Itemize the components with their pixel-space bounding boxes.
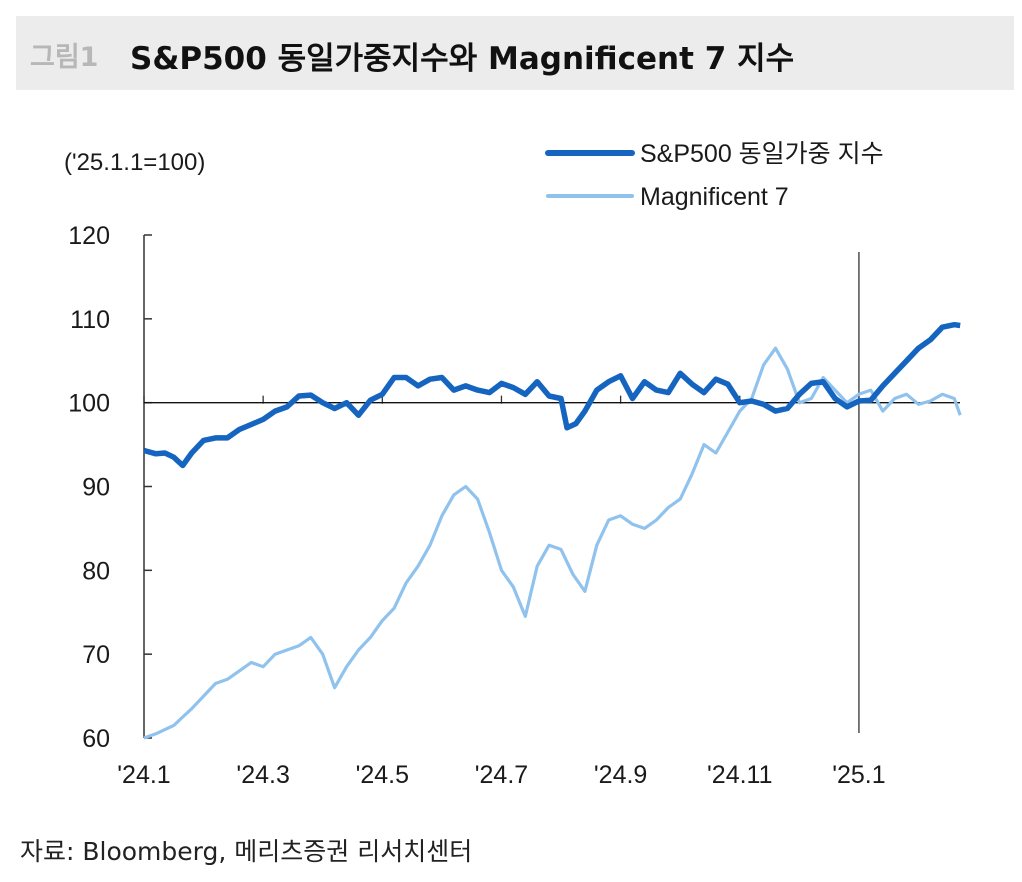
figure-title: S&P500 동일가중지수와 Magnificent 7 지수 [130,41,795,77]
y-tick-label: 100 [68,390,110,418]
x-tick-label: '24.1 [117,761,170,789]
legend-label-equal-weight: S&P500 동일가중 지수 [640,140,884,168]
y-tick-label: 110 [70,306,110,334]
x-axis: '24.1 '24.3 '24.5 '24.7 '24.9 '24.11 '25.1 [117,395,886,789]
y-axis: 60 70 80 90 100 110 120 [68,222,152,753]
x-tick-label: '24.9 [594,761,647,789]
legend-label-mag7: Magnificent 7 [640,183,789,211]
x-tick-label: '24.11 [707,761,772,789]
legend: S&P500 동일가중 지수 Magnificent 7 [545,140,884,211]
x-tick-label: '24.7 [475,761,528,789]
y-tick-label: 120 [68,222,110,250]
unit-label: ('25.1.1=100) [64,149,205,176]
x-tick-label: '24.5 [356,761,409,789]
series-line-equal-weight [143,321,961,469]
title-bar: 그림1 S&P500 동일가중지수와 Magnificent 7 지수 [16,16,1014,90]
y-tick-label: 70 [82,641,110,669]
x-tick-label: '25.1 [832,761,885,789]
figure-label: 그림1 [30,42,99,73]
y-tick-label: 90 [82,474,110,502]
x-tick-label: '24.3 [236,761,289,789]
series-line-mag7 [143,346,962,740]
y-tick-label: 60 [82,725,110,753]
source-note: 자료: Bloomberg, 메리츠증권 리서치센터 [20,837,473,866]
y-tick-label: 80 [82,557,110,585]
line-chart: ('25.1.1=100) S&P500 동일가중 지수 Magnificent… [64,140,962,789]
